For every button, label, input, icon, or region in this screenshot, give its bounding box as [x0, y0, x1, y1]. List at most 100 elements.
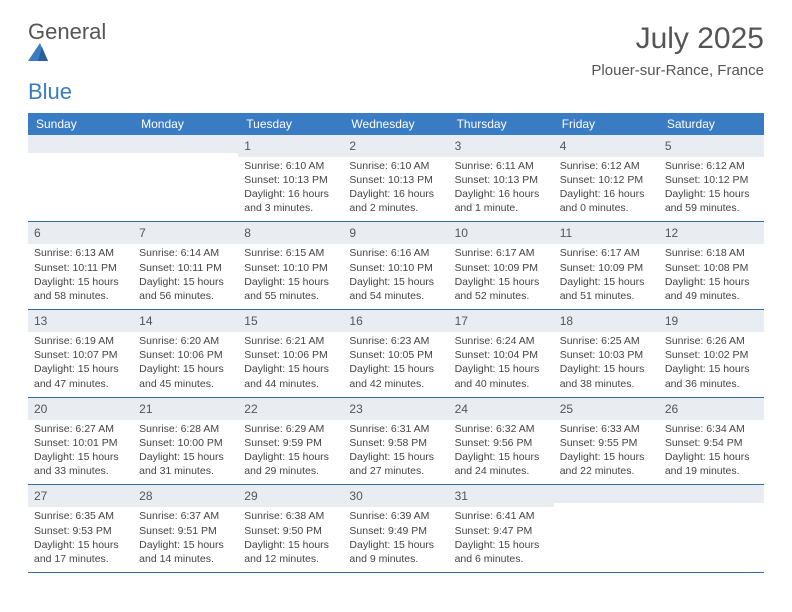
day-cell: 6Sunrise: 6:13 AMSunset: 10:11 PMDayligh…	[28, 222, 133, 309]
day-number: 11	[560, 226, 572, 240]
day-body: Sunrise: 6:37 AMSunset: 9:51 PMDaylight:…	[133, 507, 238, 572]
sunrise-text: Sunrise: 6:37 AM	[139, 509, 232, 523]
daynum-row: 18	[554, 310, 659, 332]
daynum-row: 10	[449, 222, 554, 244]
sunset-text: Sunset: 9:50 PM	[244, 524, 337, 538]
sunrise-text: Sunrise: 6:10 AM	[349, 159, 442, 173]
day-body: Sunrise: 6:13 AMSunset: 10:11 PMDaylight…	[28, 244, 133, 309]
sunset-text: Sunset: 9:56 PM	[455, 436, 548, 450]
day-number: 25	[560, 402, 573, 416]
daylight-text: Daylight: 15 hours and 55 minutes.	[244, 275, 337, 303]
day-cell: 1 Sunrise: 6:10 AMSunset: 10:13 PMDayligh…	[238, 135, 343, 222]
sunset-text: Sunset: 10:11 PM	[34, 261, 127, 275]
day-cell: 21Sunrise: 6:28 AMSunset: 10:00 PMDaylig…	[133, 398, 238, 485]
daylight-text: Daylight: 15 hours and 40 minutes.	[455, 362, 548, 390]
daylight-text: Daylight: 15 hours and 52 minutes.	[455, 275, 548, 303]
daylight-text: Daylight: 15 hours and 49 minutes.	[665, 275, 758, 303]
sunrise-text: Sunrise: 6:39 AM	[349, 509, 442, 523]
empty-cell	[554, 485, 659, 572]
sunrise-text: Sunrise: 6:33 AM	[560, 422, 653, 436]
daynum-row: 15	[238, 310, 343, 332]
weekday-header: Wednesday	[343, 113, 448, 135]
day-number: 19	[665, 314, 678, 328]
daynum-row: 22	[238, 398, 343, 420]
sunrise-text: Sunrise: 6:23 AM	[349, 334, 442, 348]
sunrise-text: Sunrise: 6:16 AM	[349, 246, 442, 260]
week-row: 6Sunrise: 6:13 AMSunset: 10:11 PMDayligh…	[28, 222, 764, 310]
day-body: Sunrise: 6:38 AMSunset: 9:50 PMDaylight:…	[238, 507, 343, 572]
daylight-text: Daylight: 15 hours and 38 minutes.	[560, 362, 653, 390]
daynum-row: 14	[133, 310, 238, 332]
day-body: Sunrise: 6:25 AMSunset: 10:03 PMDaylight…	[554, 332, 659, 397]
sunrise-text: Sunrise: 6:12 AM	[665, 159, 758, 173]
day-number: 20	[34, 402, 47, 416]
daylight-text: Daylight: 15 hours and 22 minutes.	[560, 450, 653, 478]
sunrise-text: Sunrise: 6:17 AM	[455, 246, 548, 260]
day-cell: 7Sunrise: 6:14 AMSunset: 10:11 PMDayligh…	[133, 222, 238, 309]
day-cell: 28 Sunrise: 6:37 AMSunset: 9:51 PMDayligh…	[133, 485, 238, 572]
sunset-text: Sunset: 10:10 PM	[244, 261, 337, 275]
sunset-text: Sunset: 10:13 PM	[455, 173, 548, 187]
day-number: 18	[560, 314, 573, 328]
sunrise-text: Sunrise: 6:29 AM	[244, 422, 337, 436]
day-cell: 11Sunrise: 6:17 AMSunset: 10:09 PMDaylig…	[554, 222, 659, 309]
sunrise-text: Sunrise: 6:34 AM	[665, 422, 758, 436]
day-cell: 29Sunrise: 6:38 AMSunset: 9:50 PMDayligh…	[238, 485, 343, 572]
daylight-text: Daylight: 16 hours and 2 minutes.	[349, 187, 442, 215]
day-body: Sunrise: 6:18 AMSunset: 10:08 PMDaylight…	[659, 244, 764, 309]
daynum-row: 17	[449, 310, 554, 332]
sunset-text: Sunset: 9:49 PM	[349, 524, 442, 538]
empty-cell	[659, 485, 764, 572]
sunrise-text: Sunrise: 6:35 AM	[34, 509, 127, 523]
day-body: Sunrise: 6:10 AMSunset: 10:13 PMDaylight…	[238, 157, 343, 222]
daylight-text: Daylight: 15 hours and 19 minutes.	[665, 450, 758, 478]
day-body: Sunrise: 6:33 AMSunset: 9:55 PMDaylight:…	[554, 420, 659, 485]
day-cell: 12Sunrise: 6:18 AMSunset: 10:08 PMDaylig…	[659, 222, 764, 309]
day-cell: 5Sunrise: 6:12 AMSunset: 10:12 PMDayligh…	[659, 135, 764, 222]
day-cell: 2 Sunrise: 6:10 AMSunset: 10:13 PMDayligh…	[343, 135, 448, 222]
sunset-text: Sunset: 10:00 PM	[139, 436, 232, 450]
daynum-row: 26	[659, 398, 764, 420]
sunset-text: Sunset: 9:47 PM	[455, 524, 548, 538]
daynum-row	[28, 135, 133, 153]
daynum-row: 5	[659, 135, 764, 157]
day-cell: 20 Sunrise: 6:27 AMSunset: 10:01 PMDaylig…	[28, 398, 133, 485]
weekday-header: Friday	[554, 113, 659, 135]
sunset-text: Sunset: 10:12 PM	[560, 173, 653, 187]
sail-icon	[28, 43, 106, 61]
sunrise-text: Sunrise: 6:21 AM	[244, 334, 337, 348]
daynum-row: 2	[343, 135, 448, 157]
daylight-text: Daylight: 15 hours and 17 minutes.	[34, 538, 127, 566]
sunset-text: Sunset: 10:13 PM	[244, 173, 337, 187]
daynum-row: 28	[133, 485, 238, 507]
day-number: 28	[139, 489, 152, 503]
day-number: 30	[349, 489, 362, 503]
day-number: 13	[34, 314, 47, 328]
day-number: 7	[139, 226, 146, 240]
daylight-text: Daylight: 15 hours and 47 minutes.	[34, 362, 127, 390]
day-number: 16	[349, 314, 362, 328]
sunset-text: Sunset: 10:13 PM	[349, 173, 442, 187]
daynum-row: 24	[449, 398, 554, 420]
daylight-text: Daylight: 16 hours and 3 minutes.	[244, 187, 337, 215]
day-cell: 9Sunrise: 6:16 AMSunset: 10:10 PMDayligh…	[343, 222, 448, 309]
sunrise-text: Sunrise: 6:14 AM	[139, 246, 232, 260]
sunset-text: Sunset: 9:58 PM	[349, 436, 442, 450]
day-body	[28, 153, 133, 213]
daynum-row: 25	[554, 398, 659, 420]
day-cell: 14Sunrise: 6:20 AMSunset: 10:06 PMDaylig…	[133, 310, 238, 397]
weeks-grid: 1Sunrise: 6:10 AMSunset: 10:13 PMDayligh…	[28, 135, 764, 573]
day-cell: 10Sunrise: 6:17 AMSunset: 10:09 PMDaylig…	[449, 222, 554, 309]
sunset-text: Sunset: 10:06 PM	[139, 348, 232, 362]
sunset-text: Sunset: 9:51 PM	[139, 524, 232, 538]
daylight-text: Daylight: 15 hours and 6 minutes.	[455, 538, 548, 566]
daylight-text: Daylight: 15 hours and 56 minutes.	[139, 275, 232, 303]
sunset-text: Sunset: 9:55 PM	[560, 436, 653, 450]
day-cell: 30Sunrise: 6:39 AMSunset: 9:49 PMDayligh…	[343, 485, 448, 572]
day-body: Sunrise: 6:27 AMSunset: 10:01 PMDaylight…	[28, 420, 133, 485]
daynum-row: 27	[28, 485, 133, 507]
day-number: 1	[244, 139, 251, 153]
day-number: 15	[244, 314, 257, 328]
sunset-text: Sunset: 10:02 PM	[665, 348, 758, 362]
week-row: 27Sunrise: 6:35 AMSunset: 9:53 PMDayligh…	[28, 485, 764, 573]
